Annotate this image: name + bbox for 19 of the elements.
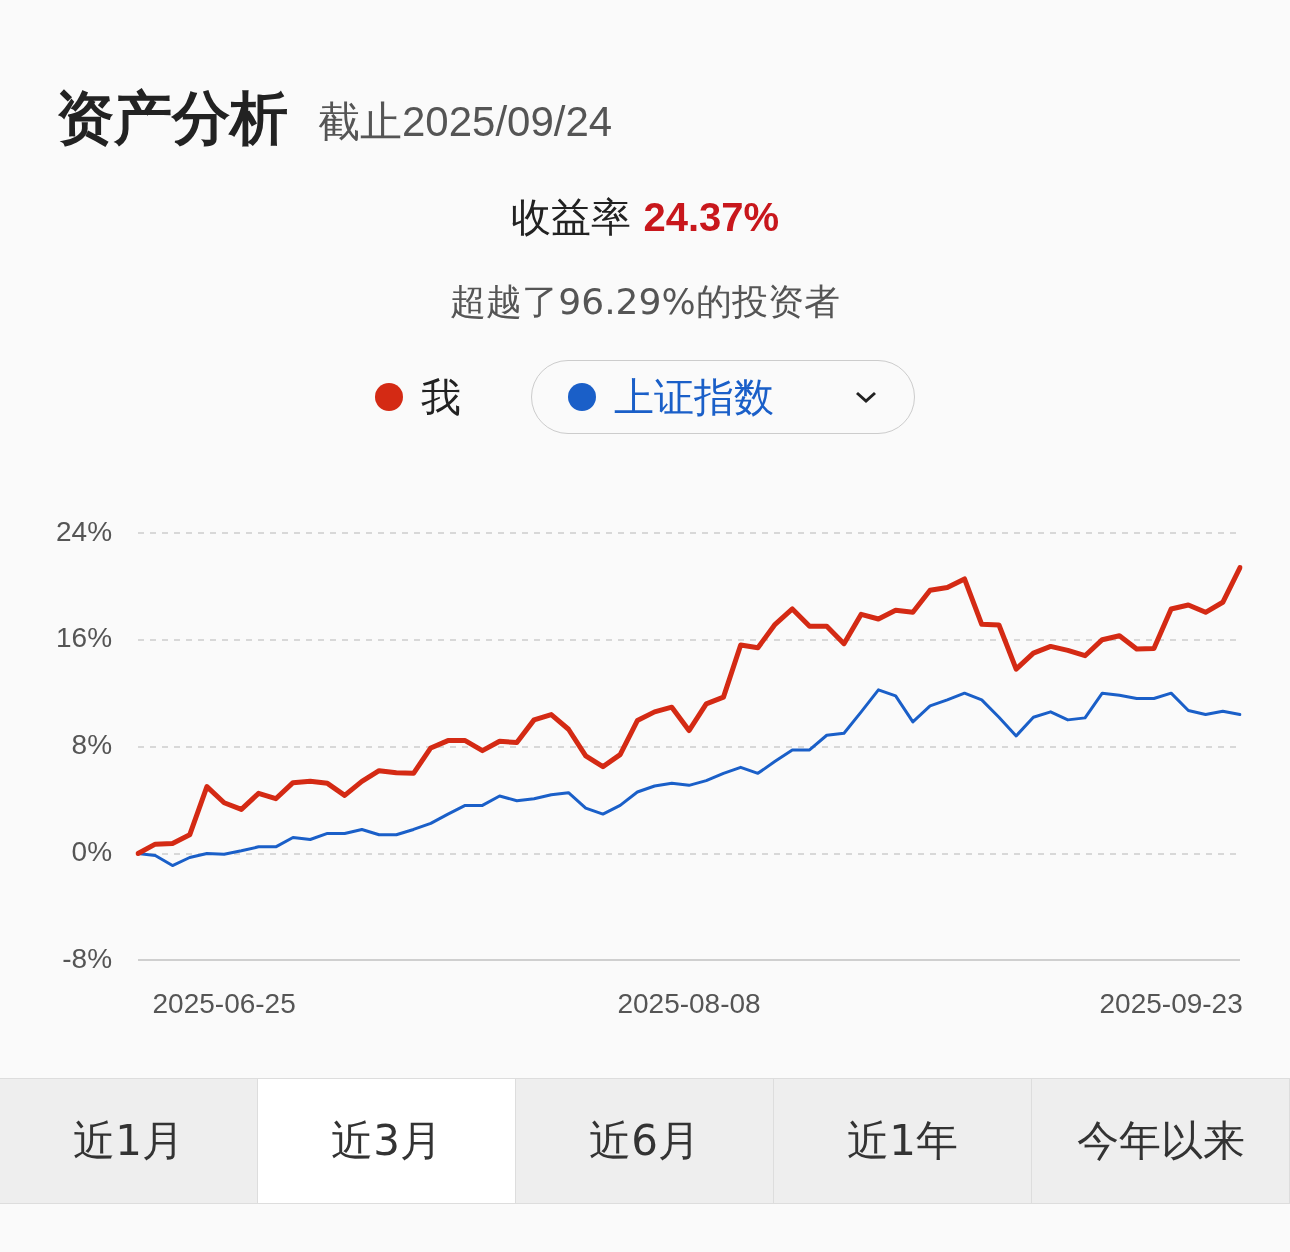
text: 近1月: [0, 1079, 258, 1203]
text: 近1年: [774, 1079, 1032, 1203]
y-tick-label: 24%: [55, 515, 113, 547]
y-tick-label: -8%: [62, 943, 113, 975]
x-tick-label: 2025-08-08: [617, 987, 761, 1019]
y-tick-label: 8%: [71, 729, 113, 761]
legend-label: 上证指数: [614, 372, 774, 422]
text: 近3月: [258, 1079, 516, 1203]
text: 今年以来: [1032, 1079, 1290, 1203]
legend-label: 我: [421, 372, 461, 422]
x-tick-label: 2025-09-23: [1099, 987, 1243, 1019]
text: 超越了96.29%的投资者: [449, 280, 841, 324]
text: 收益率 24.37%: [509, 193, 781, 242]
chart-subtitle: 截止2025/09/24: [318, 97, 613, 147]
y-tick-label: 0%: [71, 836, 113, 868]
y-tick-label: 16%: [55, 622, 113, 654]
text: 近6月: [516, 1079, 774, 1203]
x-tick-label: 2025-06-25: [152, 987, 296, 1019]
chart-title: 资产分析: [56, 83, 288, 154]
